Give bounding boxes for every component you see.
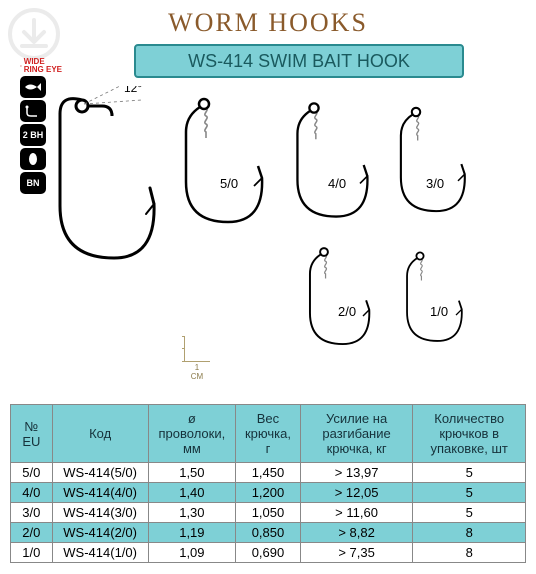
cell-weight: 1,450: [236, 463, 301, 483]
scale-label: 1CM: [184, 363, 210, 381]
cell-qty: 5: [413, 463, 526, 483]
product-subtitle: WS-414 SWIM BAIT HOOK: [134, 44, 464, 78]
cell-force: > 11,60: [300, 503, 413, 523]
cell-code: WS-414(5/0): [52, 463, 148, 483]
cell-weight: 0,850: [236, 523, 301, 543]
main-hook-icon: [60, 99, 154, 258]
table-row: 2/0WS-414(2/0)1,190,850> 8,828: [11, 523, 526, 543]
cell-qty: 5: [413, 483, 526, 503]
cell-code: WS-414(4/0): [52, 483, 148, 503]
wide-ring-text: WIDERING EYE: [24, 58, 62, 74]
cell-wire: 1,19: [148, 523, 236, 543]
cell-code: WS-414(1/0): [52, 543, 148, 563]
cell-eu: 3/0: [11, 503, 53, 523]
scale-indicator: 1CM: [184, 336, 210, 381]
col-eu: № EU: [11, 405, 53, 463]
table-header-row: № EU Код ø проволоки, мм Вес крючка, г У…: [11, 405, 526, 463]
col-qty: Количество крючков в упаковке, шт: [413, 405, 526, 463]
hook-label-30: 3/0: [426, 176, 444, 191]
hook-label-40: 4/0: [328, 176, 346, 191]
col-wire: ø проволоки, мм: [148, 405, 236, 463]
table-row: 3/0WS-414(3/0)1,301,050> 11,605: [11, 503, 526, 523]
cell-force: > 13,97: [300, 463, 413, 483]
angle-label: 12°: [124, 86, 142, 95]
hook-label-20: 2/0: [338, 304, 356, 319]
cell-eu: 5/0: [11, 463, 53, 483]
cell-eu: 1/0: [11, 543, 53, 563]
cell-qty: 5: [413, 503, 526, 523]
hook-label-10: 1/0: [430, 304, 448, 319]
cell-wire: 1,50: [148, 463, 236, 483]
cell-weight: 1,050: [236, 503, 301, 523]
hook-diagram: 12° 5/0 4/0 3/0 2/0 1/0: [24, 86, 514, 396]
cell-qty: 8: [413, 543, 526, 563]
cell-weight: 1,200: [236, 483, 301, 503]
cell-wire: 1,30: [148, 503, 236, 523]
cell-code: WS-414(3/0): [52, 503, 148, 523]
spec-table: № EU Код ø проволоки, мм Вес крючка, г У…: [10, 404, 526, 563]
cell-wire: 1,40: [148, 483, 236, 503]
col-weight: Вес крючка, г: [236, 405, 301, 463]
cell-force: > 8,82: [300, 523, 413, 543]
table-row: 1/0WS-414(1/0)1,090,690> 7,358: [11, 543, 526, 563]
cell-eu: 2/0: [11, 523, 53, 543]
page-title: WORM HOOKS: [0, 0, 536, 44]
cell-eu: 4/0: [11, 483, 53, 503]
hook-label-50: 5/0: [220, 176, 238, 191]
table-row: 5/0WS-414(5/0)1,501,450> 13,975: [11, 463, 526, 483]
col-force: Усилие на разгибание крючка, кг: [300, 405, 413, 463]
cell-qty: 8: [413, 523, 526, 543]
wide-ring-label: WIDERING EYE: [20, 58, 62, 74]
col-code: Код: [52, 405, 148, 463]
cell-force: > 7,35: [300, 543, 413, 563]
cell-force: > 12,05: [300, 483, 413, 503]
cell-code: WS-414(2/0): [52, 523, 148, 543]
cell-weight: 0,690: [236, 543, 301, 563]
cell-wire: 1,09: [148, 543, 236, 563]
table-row: 4/0WS-414(4/0)1,401,200> 12,055: [11, 483, 526, 503]
